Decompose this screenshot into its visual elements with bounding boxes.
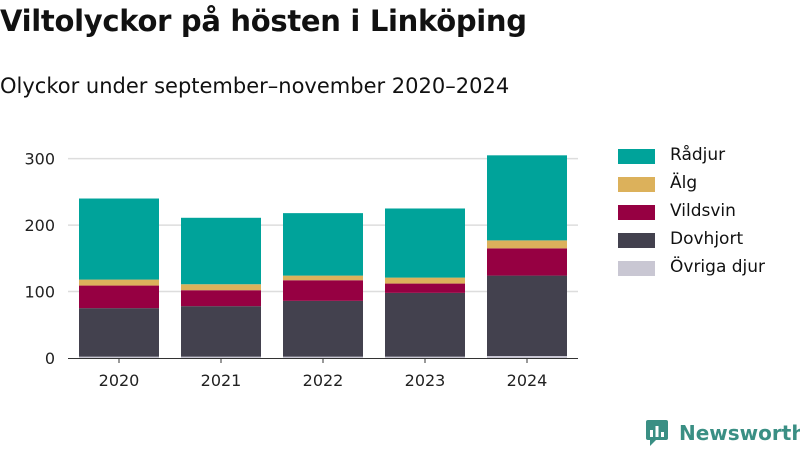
brand-name: Newsworthy bbox=[679, 421, 800, 445]
legend-label: Älg bbox=[670, 173, 698, 193]
legend-label: Vildsvin bbox=[670, 201, 736, 221]
bar-segment bbox=[79, 308, 159, 357]
bar-segment bbox=[385, 292, 465, 357]
bar-segment bbox=[487, 240, 567, 249]
bar-segment bbox=[487, 275, 567, 357]
bar-segment bbox=[283, 213, 363, 276]
legend-label: Rådjur bbox=[670, 145, 726, 165]
x-tick-label: 2023 bbox=[405, 371, 446, 390]
bar-segment bbox=[487, 248, 567, 276]
bar-segment bbox=[385, 208, 465, 278]
legend-swatch bbox=[618, 205, 655, 220]
newsworthy-logo-icon bbox=[646, 420, 668, 446]
bar-segment bbox=[385, 283, 465, 293]
y-tick-label: 300 bbox=[24, 150, 55, 169]
bar-segment bbox=[283, 275, 363, 281]
bar-segment bbox=[79, 285, 159, 309]
y-tick-label: 0 bbox=[45, 349, 55, 368]
bar-segment bbox=[283, 356, 363, 358]
bar-segment bbox=[181, 356, 261, 358]
bar-segment bbox=[181, 306, 261, 357]
bar-segment bbox=[79, 356, 159, 358]
chart-title: Viltolyckor på hösten i Linköping bbox=[0, 4, 527, 38]
legend-swatch bbox=[618, 177, 655, 192]
x-tick-label: 2022 bbox=[303, 371, 344, 390]
bar-segment bbox=[385, 277, 465, 284]
bar-segment bbox=[79, 279, 159, 286]
bar-segment bbox=[385, 356, 465, 358]
y-tick-label: 200 bbox=[24, 216, 55, 235]
x-tick-label: 2020 bbox=[99, 371, 140, 390]
bar-segment bbox=[79, 198, 159, 280]
bar-segment bbox=[487, 155, 567, 241]
bar-segment bbox=[181, 290, 261, 307]
bar-segment bbox=[283, 300, 363, 357]
bar-segment bbox=[487, 356, 567, 358]
legend-label: Dovhjort bbox=[670, 229, 744, 249]
x-tick-label: 2024 bbox=[507, 371, 548, 390]
legend-swatch bbox=[618, 233, 655, 248]
legend-swatch bbox=[618, 261, 655, 276]
legend-label: Övriga djur bbox=[670, 257, 766, 277]
legend-swatch bbox=[618, 149, 655, 164]
chart-subtitle: Olyckor under september–november 2020–20… bbox=[0, 74, 510, 98]
bar-segment bbox=[181, 284, 261, 291]
bar-segment bbox=[181, 217, 261, 285]
y-tick-label: 100 bbox=[24, 283, 55, 302]
x-tick-label: 2021 bbox=[201, 371, 242, 390]
bar-segment bbox=[283, 280, 363, 301]
